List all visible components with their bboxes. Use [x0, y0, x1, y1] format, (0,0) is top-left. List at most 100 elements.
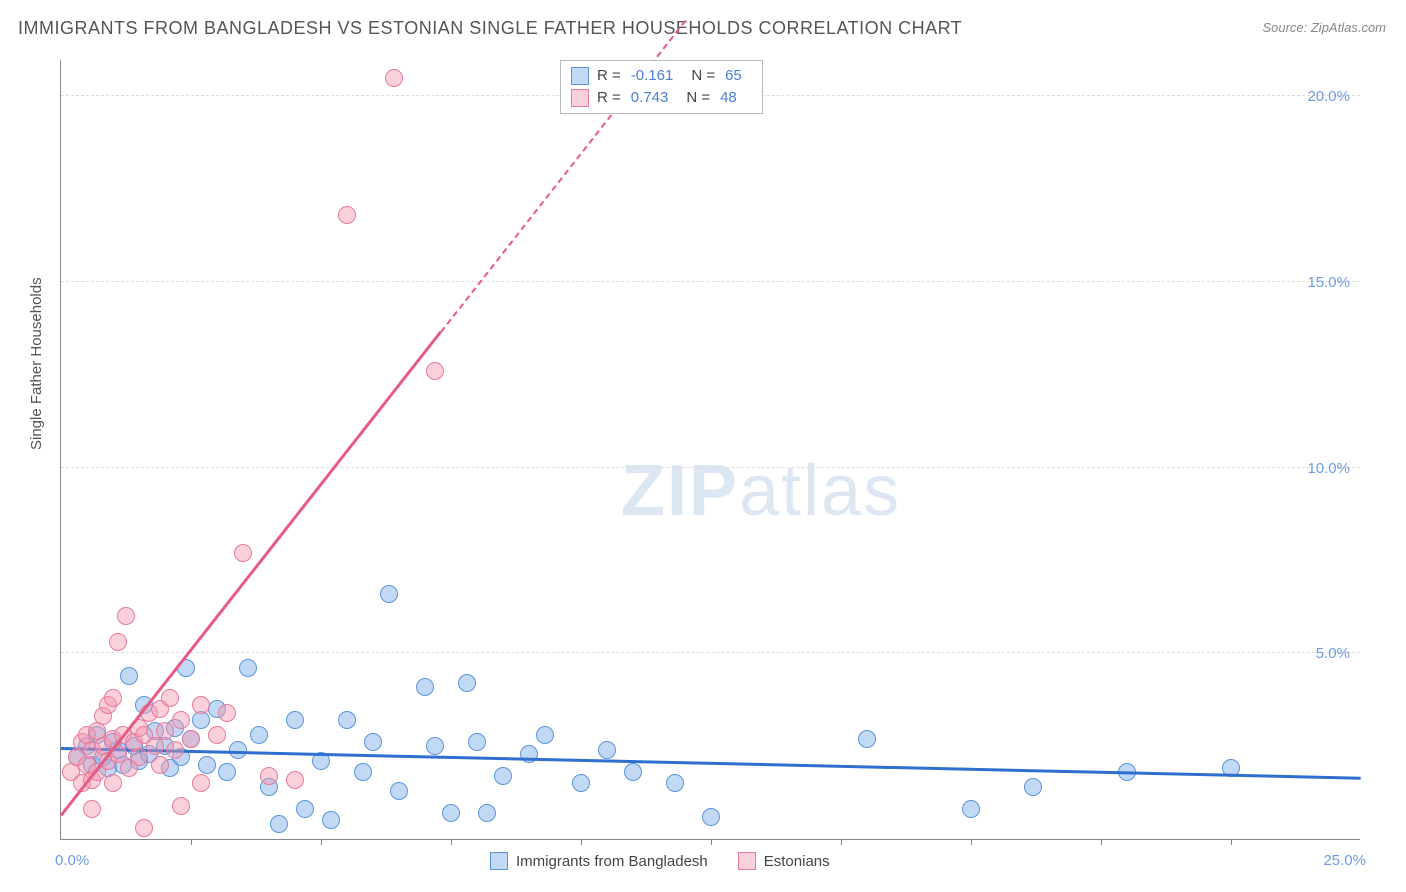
scatter-point [322, 811, 340, 829]
scatter-point [109, 633, 127, 651]
gridline [61, 467, 1360, 468]
scatter-point [338, 206, 356, 224]
legend-swatch [490, 852, 508, 870]
scatter-point [364, 733, 382, 751]
scatter-point [536, 726, 554, 744]
scatter-point [426, 362, 444, 380]
scatter-point [442, 804, 460, 822]
scatter-point [166, 741, 184, 759]
scatter-point [218, 763, 236, 781]
scatter-point [135, 819, 153, 837]
scatter-point [666, 774, 684, 792]
legend-series-label: Immigrants from Bangladesh [516, 853, 708, 870]
scatter-point [120, 667, 138, 685]
x-tick [581, 839, 582, 845]
x-min-label: 0.0% [55, 852, 89, 869]
scatter-point [296, 800, 314, 818]
scatter-point [156, 722, 174, 740]
scatter-point [962, 800, 980, 818]
gridline [61, 281, 1360, 282]
scatter-point [338, 711, 356, 729]
scatter-point [229, 741, 247, 759]
legend-swatch [571, 89, 589, 107]
source-attribution: Source: ZipAtlas.com [1262, 20, 1386, 35]
scatter-point [270, 815, 288, 833]
scatter-point [161, 689, 179, 707]
y-tick-label: 5.0% [1290, 645, 1350, 662]
y-tick-label: 10.0% [1290, 460, 1350, 477]
scatter-point [208, 726, 226, 744]
scatter-point [172, 797, 190, 815]
x-tick [191, 839, 192, 845]
scatter-point [250, 726, 268, 744]
r-value: -0.161 [629, 65, 684, 87]
y-axis-label: Single Father Households [28, 277, 45, 450]
r-label: R = [597, 65, 621, 87]
legend-series-item: Estonians [738, 852, 830, 870]
scatter-point [192, 696, 210, 714]
legend-correlation-row: R =0.743N =48 [571, 87, 752, 109]
scatter-point [494, 767, 512, 785]
scatter-point [1024, 778, 1042, 796]
trend-line [61, 747, 1361, 780]
n-label: N = [691, 65, 715, 87]
scatter-point [198, 756, 216, 774]
scatter-point [624, 763, 642, 781]
scatter-point [83, 800, 101, 818]
legend-series-label: Estonians [764, 853, 830, 870]
watermark-bold: ZIP [621, 451, 739, 531]
legend-swatch [571, 67, 589, 85]
scatter-point [218, 704, 236, 722]
scatter-point [146, 737, 164, 755]
legend-swatch [738, 852, 756, 870]
scatter-point [286, 771, 304, 789]
x-tick [1101, 839, 1102, 845]
scatter-point [239, 659, 257, 677]
plot-area: ZIPatlas 5.0%10.0%15.0%20.0%0.0%25.0% [60, 60, 1360, 840]
scatter-point [117, 607, 135, 625]
y-tick-label: 20.0% [1290, 88, 1350, 105]
scatter-point [702, 808, 720, 826]
y-tick-label: 15.0% [1290, 274, 1350, 291]
legend-series-item: Immigrants from Bangladesh [490, 852, 708, 870]
scatter-point [286, 711, 304, 729]
gridline [61, 652, 1360, 653]
scatter-point [598, 741, 616, 759]
x-tick [451, 839, 452, 845]
scatter-point [104, 689, 122, 707]
scatter-point [572, 774, 590, 792]
scatter-point [234, 544, 252, 562]
scatter-point [172, 711, 190, 729]
scatter-point [426, 737, 444, 755]
scatter-point [182, 730, 200, 748]
scatter-point [130, 748, 148, 766]
scatter-point [151, 756, 169, 774]
x-tick [321, 839, 322, 845]
scatter-point [104, 774, 122, 792]
r-label: R = [597, 87, 621, 109]
x-tick [711, 839, 712, 845]
scatter-point [478, 804, 496, 822]
watermark-light: atlas [739, 451, 901, 531]
legend-correlation-row: R = -0.161 N = 65 [571, 65, 752, 87]
scatter-point [468, 733, 486, 751]
scatter-point [385, 69, 403, 87]
x-max-label: 25.0% [1323, 852, 1366, 869]
x-tick [971, 839, 972, 845]
legend-series: Immigrants from Bangladesh Estonians [490, 852, 830, 870]
x-tick [1231, 839, 1232, 845]
x-tick [841, 839, 842, 845]
scatter-point [416, 678, 434, 696]
scatter-point [858, 730, 876, 748]
scatter-point [458, 674, 476, 692]
scatter-point [192, 774, 210, 792]
trend-line [60, 331, 442, 816]
r-value: 0.743 [629, 87, 679, 109]
n-value: 65 [723, 65, 752, 87]
n-value: 48 [718, 87, 747, 109]
scatter-point [354, 763, 372, 781]
legend-correlation: R = -0.161 N = 65R = 0.743 N =48 [560, 60, 763, 114]
chart-container: IMMIGRANTS FROM BANGLADESH VS ESTONIAN S… [0, 0, 1406, 892]
scatter-point [380, 585, 398, 603]
watermark: ZIPatlas [621, 450, 901, 532]
